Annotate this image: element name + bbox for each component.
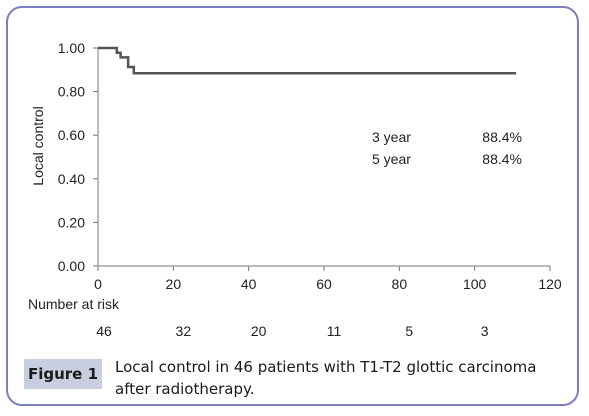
annotation-value: 88.4% (482, 129, 522, 145)
x-tick-label: 80 (392, 276, 408, 292)
y-tick-label: 0.40 (58, 171, 85, 187)
annotation-label: 5 year (372, 151, 411, 167)
risk-table-value: 5 (405, 323, 413, 339)
risk-table-value: 3 (481, 323, 489, 339)
x-tick-label: 40 (241, 276, 257, 292)
x-tick-label: 100 (463, 276, 487, 292)
annotation-value: 88.4% (482, 151, 522, 167)
risk-table-value: 46 (96, 323, 112, 339)
risk-table-value: 11 (327, 323, 342, 339)
annotation-label: 3 year (372, 129, 411, 145)
x-tick-label: 20 (166, 276, 182, 292)
y-tick-label: 0.80 (58, 84, 85, 100)
annotation-group: 3 year 88.4% 5 year 88.4% (372, 129, 522, 167)
survival-curve-line (98, 46, 517, 75)
risk-table-value: 32 (176, 323, 192, 339)
risk-table-value: 20 (251, 323, 267, 339)
x-tick-group: 0 20 40 60 80 100 120 (94, 266, 562, 292)
figure-label-box: Figure 1 (24, 359, 102, 389)
y-tick-group: 0.00 0.20 0.40 0.60 0.80 1.00 (58, 40, 98, 274)
risk-table-values: 46 32 20 11 5 3 (96, 323, 489, 339)
risk-table-title: Number at risk (28, 296, 120, 312)
y-tick-label: 0.20 (58, 214, 85, 230)
figure-label: Figure 1 (27, 365, 99, 383)
x-tick-label: 0 (94, 276, 102, 292)
y-tick-label: 1.00 (58, 40, 85, 56)
y-axis-label: Local control (30, 106, 46, 185)
y-tick-label: 0.00 (58, 258, 85, 274)
figure-caption: Local control in 46 patients with T1-T2 … (115, 358, 537, 398)
y-tick-label: 0.60 (58, 127, 85, 143)
x-tick-label: 120 (538, 276, 562, 292)
x-tick-label: 60 (316, 276, 332, 292)
